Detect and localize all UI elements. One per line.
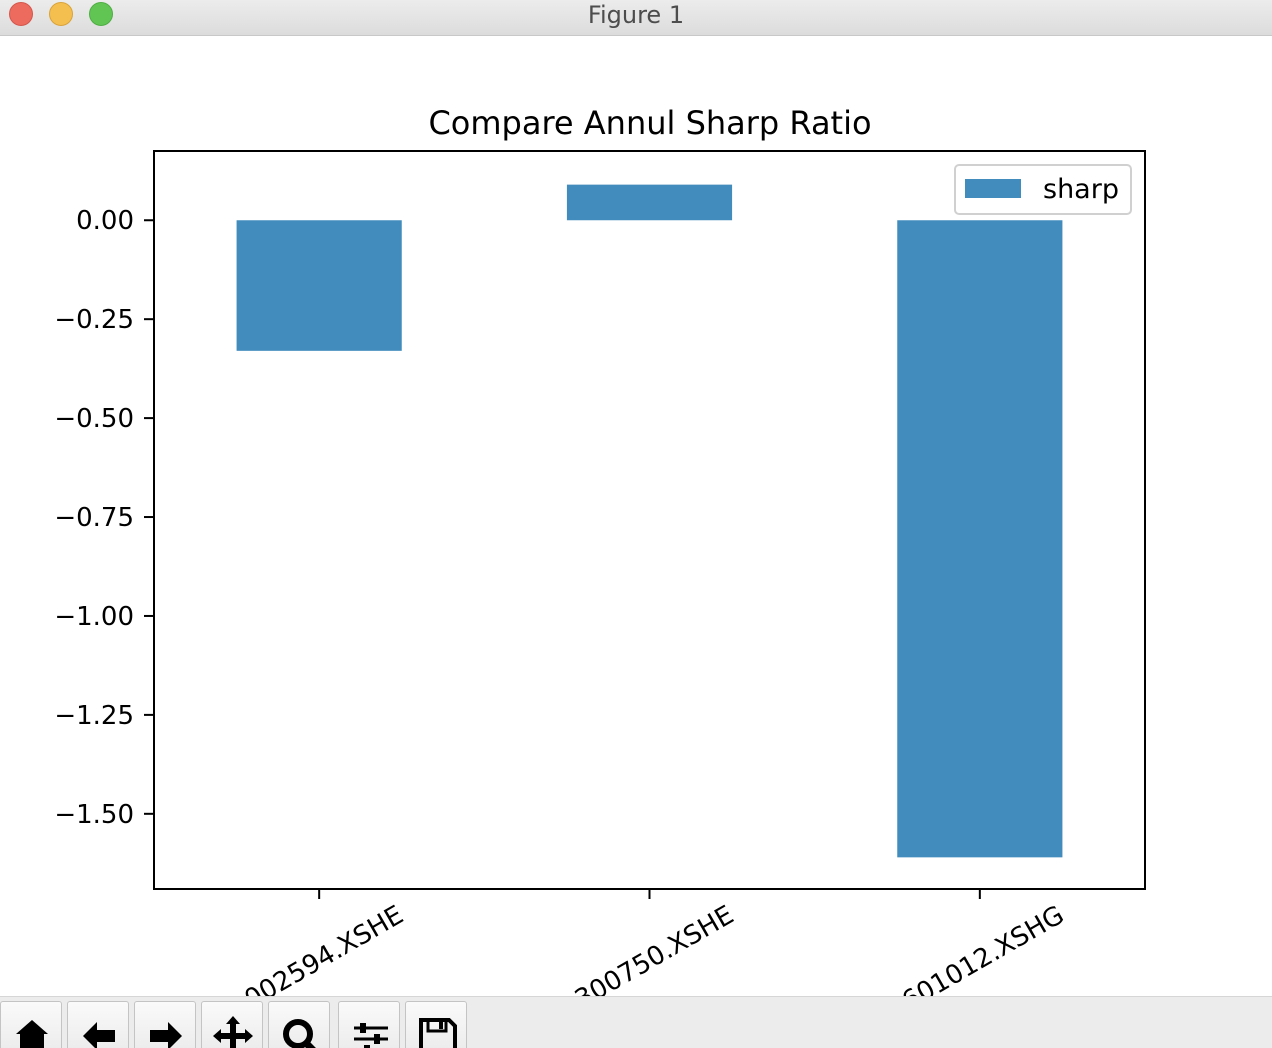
zoom-window-button[interactable] — [89, 2, 113, 26]
configure-subplots-button[interactable] — [338, 1001, 400, 1048]
figure-canvas: Compare Annul Sharp Ratio 0.00 −0.25 −0.50… — [0, 36, 1272, 1017]
sliders-icon — [354, 1023, 388, 1048]
x-tick-label: 002594.XSHE — [240, 900, 409, 996]
plot-frame — [153, 150, 1146, 890]
window-title: Figure 1 — [587, 1, 685, 29]
legend-swatch — [965, 179, 1021, 198]
y-tick-label: −1.25 — [54, 701, 134, 731]
arrow-right-icon — [150, 1022, 182, 1048]
chart-title: Compare Annul Sharp Ratio — [428, 104, 871, 142]
save-button[interactable] — [405, 1001, 467, 1048]
y-tick-label: −0.50 — [54, 404, 134, 434]
y-tick-label: 0.00 — [76, 206, 134, 236]
arrow-left-icon — [83, 1022, 115, 1048]
minimize-window-button[interactable] — [49, 2, 73, 26]
home-icon — [16, 1020, 48, 1048]
pan-button[interactable] — [201, 1001, 263, 1048]
y-tick-label: −0.75 — [54, 503, 134, 533]
legend: sharp — [954, 164, 1132, 215]
forward-button[interactable] — [134, 1001, 196, 1048]
move-icon — [213, 1016, 253, 1048]
back-button[interactable] — [67, 1001, 129, 1048]
y-tick-label: −0.25 — [54, 305, 134, 335]
navigation-toolbar — [0, 996, 1272, 1048]
floppy-disk-icon — [419, 1018, 457, 1048]
legend-label: sharp — [1043, 174, 1119, 205]
magnifier-icon — [283, 1019, 316, 1048]
bar-300750.XSHE — [566, 184, 733, 221]
x-tick-label: 601012.XSHG — [897, 900, 1069, 996]
title-bar: Figure 1 — [0, 0, 1272, 36]
bar-002594.XSHE — [236, 220, 402, 351]
home-button[interactable] — [0, 1001, 62, 1048]
zoom-button[interactable] — [268, 1001, 330, 1048]
bar-601012.XSHG — [897, 220, 1063, 858]
bar-chart: Compare Annul Sharp Ratio 0.00 −0.25 −0.50… — [54, 104, 1146, 1017]
y-tick-label: −1.50 — [54, 800, 134, 830]
close-window-button[interactable] — [9, 2, 33, 26]
legend-box — [954, 164, 1132, 215]
x-tick-label: 300750.XSHE — [570, 900, 739, 996]
y-tick-label: −1.00 — [54, 602, 134, 632]
